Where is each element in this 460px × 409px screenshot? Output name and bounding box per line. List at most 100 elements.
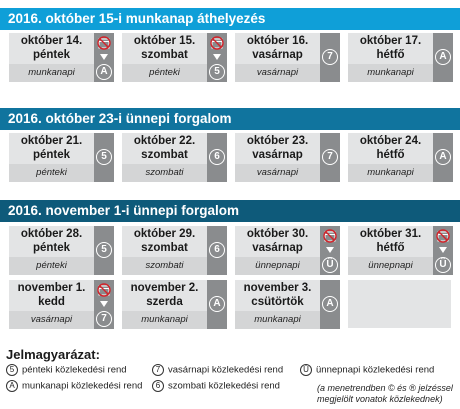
schedule-badge-column: 6 <box>207 133 227 182</box>
cell-date: október 15. szombat <box>122 33 207 63</box>
legend-badge: 7 <box>152 364 164 376</box>
schedule-badge-column: A <box>320 280 340 329</box>
crossed-out-calendar-icon <box>210 36 224 50</box>
date-label: október 29. <box>133 228 196 240</box>
section-title: 2016. november 1-i ünnepi forgalom <box>0 200 460 222</box>
schedule-code-badge: 5 <box>96 242 112 258</box>
legend-title: Jelmagyarázat: <box>6 347 100 362</box>
schedule-badge-column: 7 <box>94 280 114 329</box>
legend-text: munkanapi közlekedési rend <box>22 380 143 392</box>
legend-badge: 5 <box>6 364 18 376</box>
cell-date: október 17. hétfő <box>348 33 433 63</box>
date-label: október 30. <box>246 228 309 240</box>
day-cell: november 3. csütörtök munkanapi A <box>234 279 340 329</box>
legend-text: vasárnapi közlekedési rend <box>168 364 284 376</box>
day-cell: október 22. szombat szombati 6 <box>121 132 227 182</box>
weekday-label: csütörtök <box>251 295 304 308</box>
legend-text: pénteki közlekedési rend <box>22 364 127 376</box>
legend-badge: 6 <box>152 380 164 392</box>
date-label: október 31. <box>359 228 422 240</box>
date-label: október 23. <box>246 135 309 147</box>
schedule-badge-column: 7 <box>320 33 340 82</box>
date-label: október 28. <box>20 228 83 240</box>
schedule-type: munkanapi <box>235 311 320 329</box>
cell-date: október 24. hétfő <box>348 133 433 163</box>
arrow-down-icon <box>100 54 108 60</box>
weekday-label: hétfő <box>376 48 405 61</box>
weekday-label: szombat <box>141 148 188 161</box>
date-label: október 21. <box>20 135 83 147</box>
weekday-label: vasárnap <box>252 48 303 61</box>
schedule-badge-column: A <box>433 33 453 82</box>
schedule-type: munkanapi <box>122 311 207 329</box>
date-label: október 24. <box>359 135 422 147</box>
schedule-badge-column: 6 <box>207 226 227 275</box>
schedule-code-badge: A <box>435 149 451 165</box>
arrow-down-icon <box>439 247 447 253</box>
crossed-out-calendar-icon <box>436 229 450 243</box>
schedule-badge-column: Ü <box>433 226 453 275</box>
schedule-badge-column: 5 <box>207 33 227 82</box>
schedule-type: vasárnapi <box>9 311 94 329</box>
date-label: október 16. <box>246 35 309 47</box>
weekday-label: vasárnap <box>252 241 303 254</box>
crossed-out-calendar-icon <box>97 283 111 297</box>
schedule-code-badge: A <box>435 49 451 65</box>
schedule-type: pénteki <box>9 164 94 182</box>
schedule-badge-column: 5 <box>94 133 114 182</box>
cell-date: október 14. péntek <box>9 33 94 63</box>
cell-date: október 31. hétfő <box>348 226 433 256</box>
legend-text: ünnepnapi közlekedési rend <box>316 364 435 376</box>
schedule-code-badge: A <box>209 296 225 312</box>
arrow-down-icon <box>326 247 334 253</box>
schedule-type: munkanapi <box>348 164 433 182</box>
date-label: október 22. <box>133 135 196 147</box>
weekday-label: szombat <box>141 48 188 61</box>
schedule-code-badge: 5 <box>96 149 112 165</box>
section-title: 2016. október 23-i ünnepi forgalom <box>0 108 460 130</box>
cell-date: október 16. vasárnap <box>235 33 320 63</box>
day-cell: november 1. kedd vasárnapi 7 <box>8 279 114 329</box>
schedule-type: pénteki <box>9 257 94 275</box>
cell-date: október 21. péntek <box>9 133 94 163</box>
schedule-code-badge: 6 <box>209 242 225 258</box>
schedule-badge-column: A <box>94 33 114 82</box>
schedule-badge-column: A <box>207 280 227 329</box>
day-cell: október 31. hétfő ünnepnapi Ü <box>347 225 453 275</box>
day-cell: október 29. szombat szombati 6 <box>121 225 227 275</box>
schedule-type: szombati <box>122 257 207 275</box>
date-label: október 15. <box>133 35 196 47</box>
schedule-type: pénteki <box>122 64 207 82</box>
schedule-code-badge: 7 <box>322 49 338 65</box>
schedule-badge-column: A <box>433 133 453 182</box>
schedule-type: ünnepnapi <box>348 257 433 275</box>
schedule-type: munkanapi <box>9 64 94 82</box>
day-cell: november 2. szerda munkanapi A <box>121 279 227 329</box>
schedule-code-badge: 6 <box>209 149 225 165</box>
schedule-badge-column: 7 <box>320 133 340 182</box>
schedule-type: szombati <box>122 164 207 182</box>
day-cell: október 23. vasárnap vasárnapi 7 <box>234 132 340 182</box>
day-cell: október 17. hétfő munkanapi A <box>347 32 453 82</box>
cell-date: november 1. kedd <box>9 280 94 310</box>
date-label: október 17. <box>359 35 422 47</box>
weekday-label: péntek <box>32 48 71 61</box>
date-label: november 2. <box>130 282 199 294</box>
weekday-label: hétfő <box>376 241 405 254</box>
cell-date: október 30. vasárnap <box>235 226 320 256</box>
schedule-badge-column: Ü <box>320 226 340 275</box>
weekday-label: hétfő <box>376 148 405 161</box>
schedule-code-badge: 5 <box>209 64 225 80</box>
weekday-label: szombat <box>141 241 188 254</box>
legend-text: szombati közlekedési rend <box>168 380 280 392</box>
arrow-down-icon <box>100 301 108 307</box>
schedule-code-badge: 7 <box>322 149 338 165</box>
schedule-type: munkanapi <box>348 64 433 82</box>
legend-badge: Ü <box>300 364 312 376</box>
date-label: november 3. <box>243 282 312 294</box>
date-label: október 14. <box>20 35 83 47</box>
day-cell: október 30. vasárnap ünnepnapi Ü <box>234 225 340 275</box>
legend-item: 5 pénteki közlekedési rend <box>6 364 127 376</box>
